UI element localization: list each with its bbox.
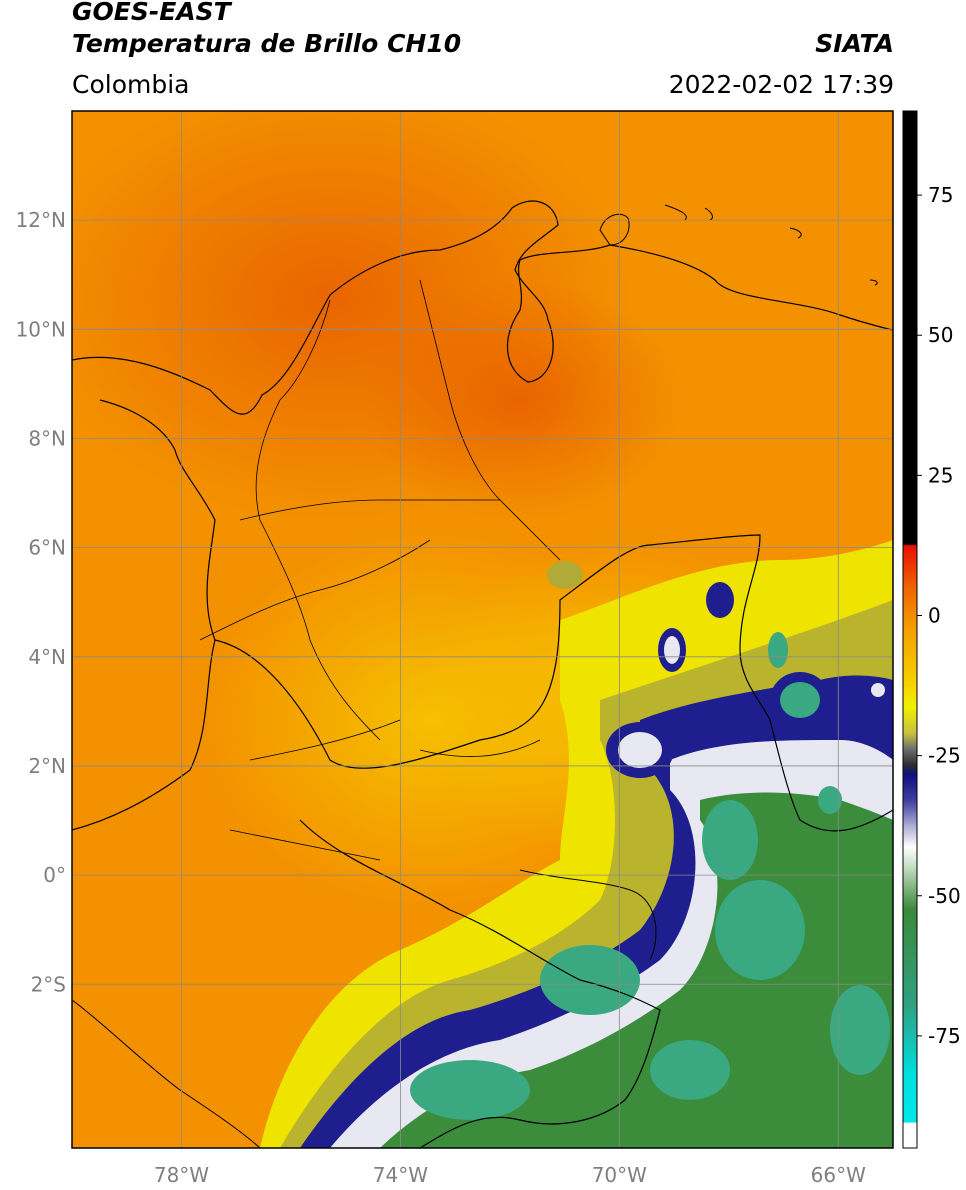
convective-cell	[780, 682, 820, 718]
convective-cell	[547, 561, 583, 589]
title-line-1: GOES-EAST	[72, 0, 231, 26]
colorbar-tick-label: -50	[928, 884, 961, 908]
convective-cell	[871, 683, 885, 697]
lat-tick-label: 4°N	[28, 645, 66, 669]
lat-tick-label: 12°N	[16, 208, 66, 232]
convective-cell	[818, 786, 842, 814]
colorbar-tick-label: -25	[928, 744, 961, 768]
colorbar-tick-label: 25	[928, 463, 953, 487]
lon-tick-label: 66°W	[811, 1163, 866, 1187]
country-boundary	[519, 869, 657, 961]
coastline	[72, 999, 261, 1148]
country-boundary	[299, 819, 661, 1148]
lat-tick-label: 0°	[43, 863, 66, 887]
lat-tick-label: 6°N	[28, 536, 66, 560]
convective-cell	[664, 636, 680, 664]
colorbar-ticks: 75 50 25 0 -25 -50 -75	[917, 183, 961, 1048]
latitude-ticks: 12°N 10°N 8°N 6°N 4°N 2°N 0° 2°S	[16, 208, 66, 996]
coastline	[72, 200, 893, 415]
convective-cell	[706, 582, 734, 618]
colorbar	[902, 110, 918, 1149]
colorbar-tick-label: -75	[928, 1024, 961, 1048]
cloud-core	[410, 1060, 530, 1120]
admin-boundary	[199, 539, 541, 861]
datetime-label: 2022-02-02 17:39	[668, 70, 894, 99]
cloud-core	[715, 880, 805, 980]
convective-cell	[768, 632, 788, 668]
lat-tick-label: 2°N	[28, 754, 66, 778]
colorbar-tick-label: 75	[928, 183, 953, 207]
lat-tick-label: 10°N	[16, 317, 66, 341]
region-label: Colombia	[72, 70, 190, 99]
map-field	[72, 111, 893, 1148]
lon-tick-label: 74°W	[373, 1163, 428, 1187]
cloud-core	[540, 945, 640, 1015]
country-boundary	[214, 534, 893, 832]
lon-tick-label: 78°W	[154, 1163, 209, 1187]
gridlines	[72, 111, 893, 1148]
cloud-core	[650, 1040, 730, 1100]
title-line-2: Temperatura de Brillo CH10	[72, 29, 462, 58]
agency-label: SIATA	[815, 29, 894, 58]
map-frame	[71, 110, 894, 1149]
convective-cell	[618, 732, 662, 768]
coastline	[72, 399, 216, 831]
cloud-core	[830, 985, 890, 1075]
island-outline	[599, 204, 878, 286]
cloud-core	[702, 800, 758, 880]
warm-region	[360, 280, 680, 520]
longitude-ticks: 78°W 74°W 70°W 66°W	[154, 1163, 866, 1187]
lat-tick-label: 8°N	[28, 426, 66, 450]
colorbar-tick-label: 0	[928, 603, 941, 627]
lon-tick-label: 70°W	[592, 1163, 647, 1187]
lat-tick-label: 2°S	[31, 972, 66, 996]
admin-boundary	[239, 279, 561, 741]
colorbar-tick-label: 50	[928, 323, 953, 347]
